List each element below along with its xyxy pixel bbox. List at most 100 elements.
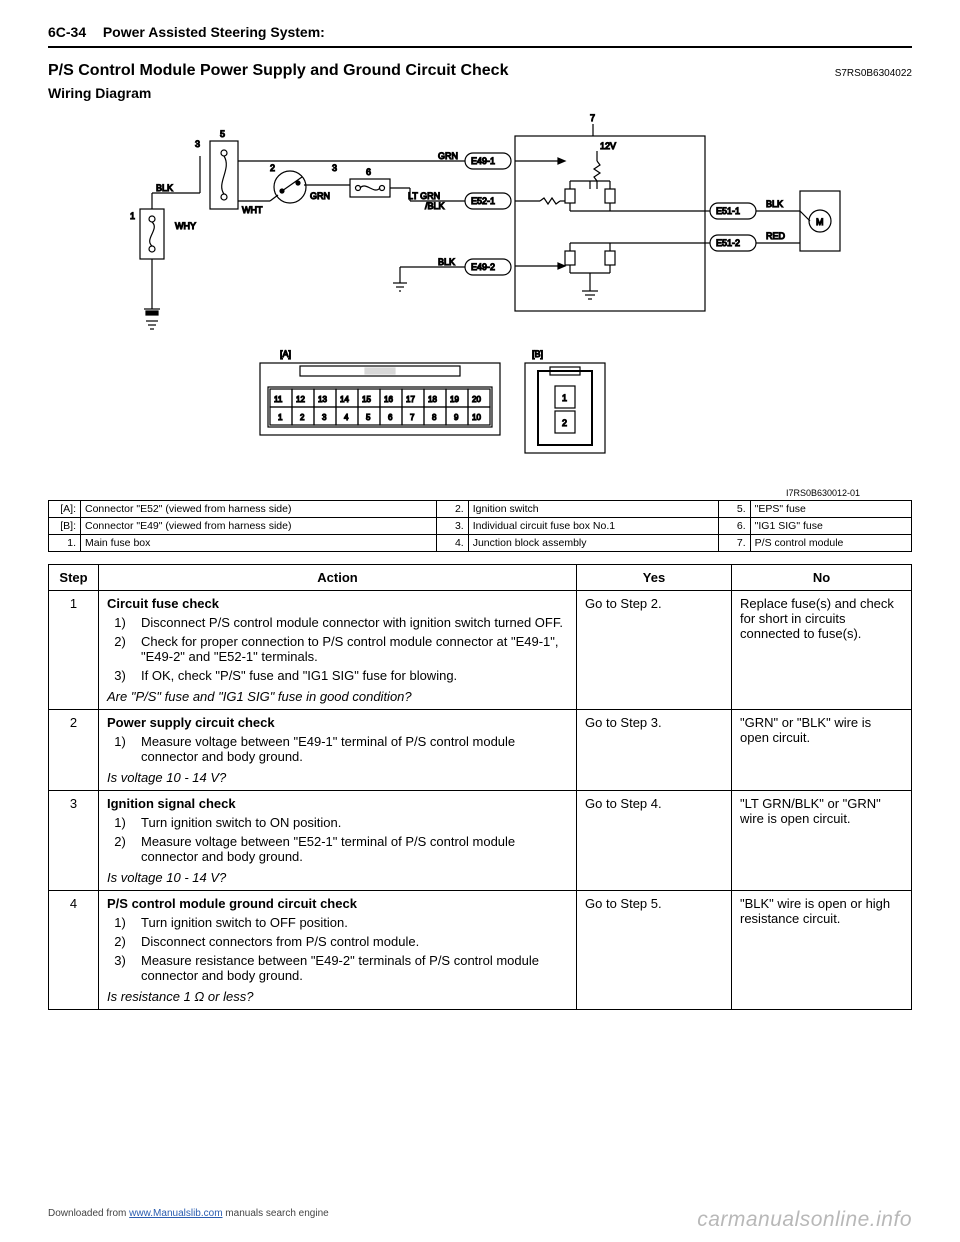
legend-key: 4. [436, 535, 468, 552]
svg-text:20: 20 [472, 395, 481, 404]
table-row: 1Circuit fuse checkDisconnect P/S contro… [49, 591, 912, 710]
cell-action: Circuit fuse checkDisconnect P/S control… [99, 591, 577, 710]
svg-text:17: 17 [406, 395, 415, 404]
th-step: Step [49, 565, 99, 591]
cell-step: 2 [49, 710, 99, 791]
svg-text:12V: 12V [600, 141, 616, 151]
svg-text:3: 3 [332, 163, 337, 173]
svg-text:GRN: GRN [310, 191, 330, 201]
action-question: Is resistance 1 Ω or less? [107, 989, 568, 1004]
cell-step: 4 [49, 891, 99, 1010]
cell-yes: Go to Step 5. [577, 891, 732, 1010]
legend-val: "IG1 SIG" fuse [750, 518, 911, 535]
svg-text:WHY: WHY [175, 221, 196, 231]
legend-val: Ignition switch [468, 501, 718, 518]
footer-left: Downloaded from www.Manualslib.com manua… [48, 1208, 329, 1232]
list-item: Measure voltage between "E52-1" terminal… [133, 834, 568, 864]
svg-text:4: 4 [344, 413, 349, 422]
legend-key: 3. [436, 518, 468, 535]
cell-action: Power supply circuit checkMeasure voltag… [99, 710, 577, 791]
action-list: Turn ignition switch to ON position. Meas… [107, 815, 568, 864]
svg-text:18: 18 [428, 395, 437, 404]
chapter-name: Power Assisted Steering System: [103, 24, 325, 40]
cell-no: "LT GRN/BLK" or "GRN" wire is open circu… [732, 791, 912, 891]
action-question: Is voltage 10 - 14 V? [107, 770, 568, 785]
cell-no: "GRN" or "BLK" wire is open circuit. [732, 710, 912, 791]
svg-text:3: 3 [322, 413, 327, 422]
svg-text:13: 13 [318, 395, 327, 404]
list-item: Turn ignition switch to ON position. [133, 815, 568, 830]
wiring-diagram-svg: 7 12V [100, 111, 860, 481]
svg-text:2: 2 [562, 418, 567, 428]
svg-text:10: 10 [472, 413, 481, 422]
page-ref: 6C-34 [48, 24, 86, 40]
action-list: Turn ignition switch to OFF position. Dis… [107, 915, 568, 983]
svg-text:BLK: BLK [438, 257, 455, 267]
svg-text:[A]: [A] [280, 349, 291, 359]
legend-key: 7. [718, 535, 750, 552]
list-item: Measure resistance between "E49-2" termi… [133, 953, 568, 983]
svg-text:5: 5 [366, 413, 371, 422]
svg-text:14: 14 [340, 395, 349, 404]
legend-val: Individual circuit fuse box No.1 [468, 518, 718, 535]
th-yes: Yes [577, 565, 732, 591]
svg-text:2: 2 [300, 413, 305, 422]
action-question: Is voltage 10 - 14 V? [107, 870, 568, 885]
svg-text:M: M [816, 217, 824, 227]
svg-text:16: 16 [384, 395, 393, 404]
svg-text:E52-1: E52-1 [471, 196, 495, 206]
svg-text:6: 6 [366, 167, 371, 177]
cell-no: Replace fuse(s) and check for short in c… [732, 591, 912, 710]
legend-val: Main fuse box [81, 535, 437, 552]
footer-text: Downloaded from [48, 1208, 129, 1219]
cell-action: Ignition signal checkTurn ignition switc… [99, 791, 577, 891]
legend-key: 6. [718, 518, 750, 535]
list-item: Check for proper connection to P/S contr… [133, 634, 568, 664]
svg-text:11: 11 [274, 395, 283, 404]
wiring-diagram: 7 12V [100, 111, 860, 498]
troubleshoot-table: Step Action Yes No 1Circuit fuse checkDi… [48, 564, 912, 1010]
legend-key: 2. [436, 501, 468, 518]
legend-key: 5. [718, 501, 750, 518]
diagram-code: I7RS0B630012-01 [100, 488, 860, 498]
watermark: carmanualsonline.info [697, 1208, 912, 1232]
list-item: Turn ignition switch to OFF position. [133, 915, 568, 930]
svg-text:2: 2 [270, 163, 275, 173]
svg-text:9: 9 [454, 413, 459, 422]
th-no: No [732, 565, 912, 591]
legend-key: 1. [49, 535, 81, 552]
cell-action: P/S control module ground circuit check T… [99, 891, 577, 1010]
svg-text:WHT: WHT [242, 205, 263, 215]
svg-text:7: 7 [590, 113, 595, 123]
action-list: Disconnect P/S control module connector … [107, 615, 568, 683]
legend-key: [B]: [49, 518, 81, 535]
svg-text:1: 1 [278, 413, 283, 422]
cell-step: 3 [49, 791, 99, 891]
svg-text:12: 12 [296, 395, 305, 404]
table-row: 2Power supply circuit checkMeasure volta… [49, 710, 912, 791]
list-item: Measure voltage between "E49-1" terminal… [133, 734, 568, 764]
legend-val: P/S control module [750, 535, 911, 552]
svg-text:7: 7 [410, 413, 415, 422]
legend-val: "EPS" fuse [750, 501, 911, 518]
action-title: P/S control module ground circuit check [107, 896, 568, 911]
legend-val: Junction block assembly [468, 535, 718, 552]
cell-no: "BLK" wire is open or high resistance ci… [732, 891, 912, 1010]
svg-text:19: 19 [450, 395, 459, 404]
table-row: 3Ignition signal checkTurn ignition swit… [49, 791, 912, 891]
list-item: If OK, check "P/S" fuse and "IG1 SIG" fu… [133, 668, 568, 683]
footer-link[interactable]: www.Manualslib.com [129, 1208, 222, 1219]
list-item: Disconnect connectors from P/S control m… [133, 934, 568, 949]
svg-text:1: 1 [562, 393, 567, 403]
svg-text:6: 6 [388, 413, 393, 422]
svg-text:3: 3 [195, 139, 200, 149]
svg-text:[B]: [B] [532, 349, 543, 359]
cell-yes: Go to Step 3. [577, 710, 732, 791]
cell-step: 1 [49, 591, 99, 710]
svg-text:LT GRN: LT GRN [408, 191, 440, 201]
table-row: 4P/S control module ground circuit check… [49, 891, 912, 1010]
legend-val: Connector "E52" (viewed from harness sid… [81, 501, 437, 518]
cell-yes: Go to Step 2. [577, 591, 732, 710]
svg-text:GRN: GRN [438, 151, 458, 161]
page-header: 6C-34 Power Assisted Steering System: [48, 24, 912, 48]
